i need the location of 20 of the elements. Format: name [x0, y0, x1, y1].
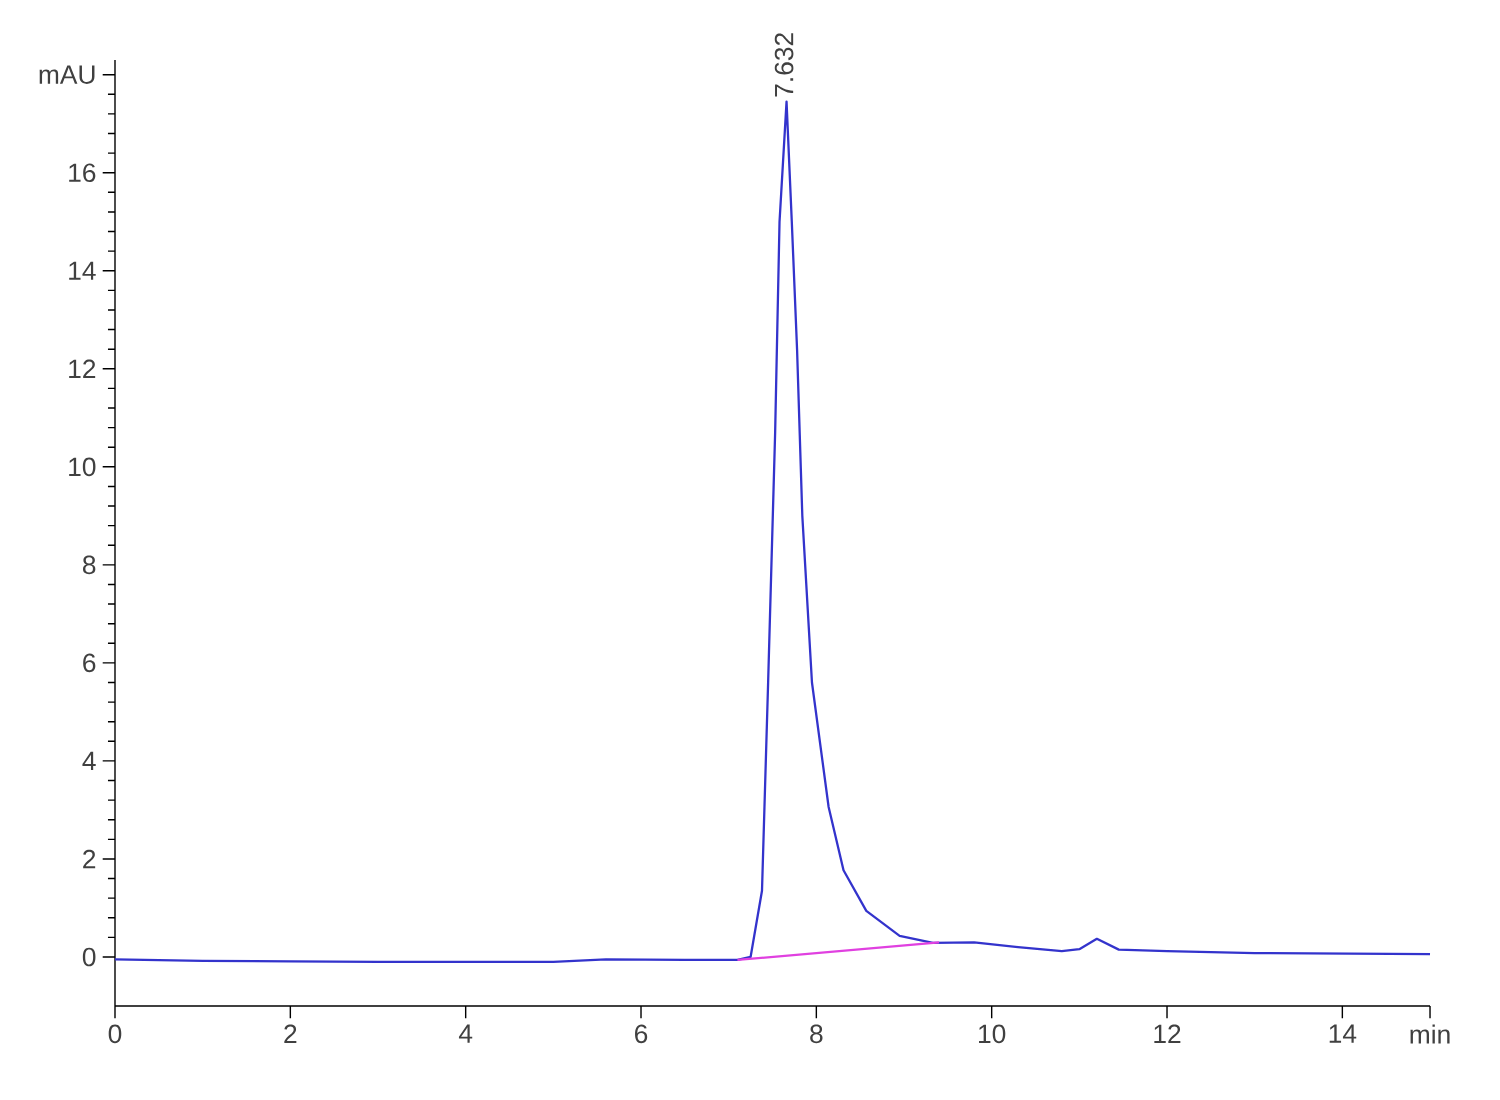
x-tick-label: 0: [108, 1024, 122, 1044]
y-tick-label: 8: [82, 555, 96, 575]
x-tick-label: min: [1410, 1024, 1450, 1044]
y-tick-label: 0: [82, 947, 96, 967]
y-tick-label: 14: [69, 261, 96, 280]
annotation: 7.632: [774, 33, 794, 97]
y-tick-label: 16: [69, 163, 96, 183]
x-tick-label: 10: [979, 1024, 1006, 1044]
y-tick-label: 4: [82, 751, 96, 770]
y-tick-label: 2: [83, 849, 96, 869]
x-tick-label: 14: [1329, 1024, 1357, 1043]
x-tick-label: 4: [458, 1024, 473, 1043]
x-tick-label: 8: [810, 1024, 823, 1044]
x-tick-label: 6: [635, 1024, 648, 1044]
y-tick-label: 6: [83, 653, 96, 673]
y-tick-label: 10: [69, 457, 96, 477]
y-tick-label: mAU: [39, 65, 95, 84]
x-tick-label: 2: [284, 1024, 297, 1043]
y-tick-label: 12: [69, 359, 96, 378]
x-tick-label: 12: [1154, 1024, 1181, 1043]
